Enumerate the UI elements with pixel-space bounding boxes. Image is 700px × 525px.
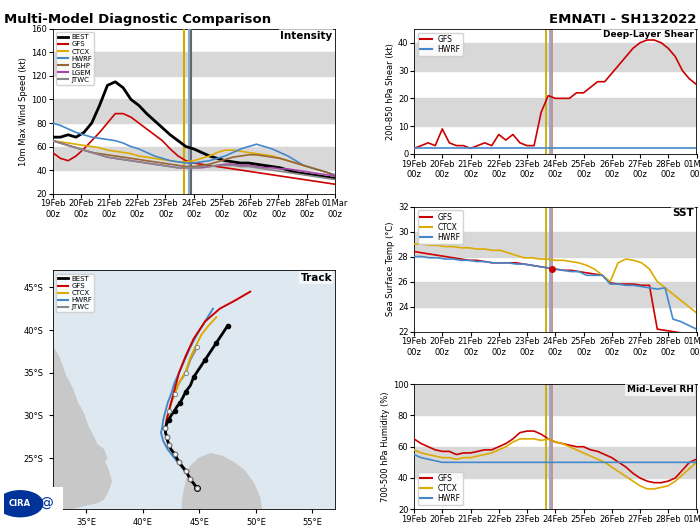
Bar xyxy=(414,43,696,70)
Y-axis label: 700-500 hPa Humidity (%): 700-500 hPa Humidity (%) xyxy=(381,392,390,502)
Legend: BEST, GFS, CTCX, HWRF, DSHP, LGEM, JTWC: BEST, GFS, CTCX, HWRF, DSHP, LGEM, JTWC xyxy=(56,33,94,85)
Bar xyxy=(414,232,696,257)
Polygon shape xyxy=(52,270,111,509)
Bar xyxy=(414,98,696,126)
Legend: BEST, GFS, CTCX, HWRF, JTWC: BEST, GFS, CTCX, HWRF, JTWC xyxy=(56,274,94,312)
Bar xyxy=(52,52,335,76)
Text: SST: SST xyxy=(672,208,694,218)
Y-axis label: Sea Surface Temp (°C): Sea Surface Temp (°C) xyxy=(386,222,395,316)
Text: EMNATI - SH132022: EMNATI - SH132022 xyxy=(549,13,696,26)
Circle shape xyxy=(0,491,43,517)
Text: Track: Track xyxy=(300,272,332,283)
Bar xyxy=(52,100,335,123)
Bar xyxy=(414,384,696,415)
Text: @: @ xyxy=(39,497,53,511)
Text: Mid-Level RH: Mid-Level RH xyxy=(626,385,694,394)
Polygon shape xyxy=(86,445,106,467)
Bar xyxy=(414,447,696,478)
Text: Intensity: Intensity xyxy=(280,30,332,40)
Bar xyxy=(52,146,335,170)
Legend: GFS, CTCX, HWRF: GFS, CTCX, HWRF xyxy=(418,471,463,506)
Y-axis label: 10m Max Wind Speed (kt): 10m Max Wind Speed (kt) xyxy=(20,57,28,166)
Text: Deep-Layer Shear: Deep-Layer Shear xyxy=(603,30,694,39)
Y-axis label: 200-850 hPa Shear (kt): 200-850 hPa Shear (kt) xyxy=(386,43,395,140)
Polygon shape xyxy=(183,454,262,525)
Bar xyxy=(414,281,696,307)
Legend: GFS, CTCX, HWRF: GFS, CTCX, HWRF xyxy=(418,211,463,244)
Text: Multi-Model Diagnostic Comparison: Multi-Model Diagnostic Comparison xyxy=(4,13,271,26)
Legend: GFS, HWRF: GFS, HWRF xyxy=(418,33,463,56)
Text: CIRA: CIRA xyxy=(9,499,32,508)
